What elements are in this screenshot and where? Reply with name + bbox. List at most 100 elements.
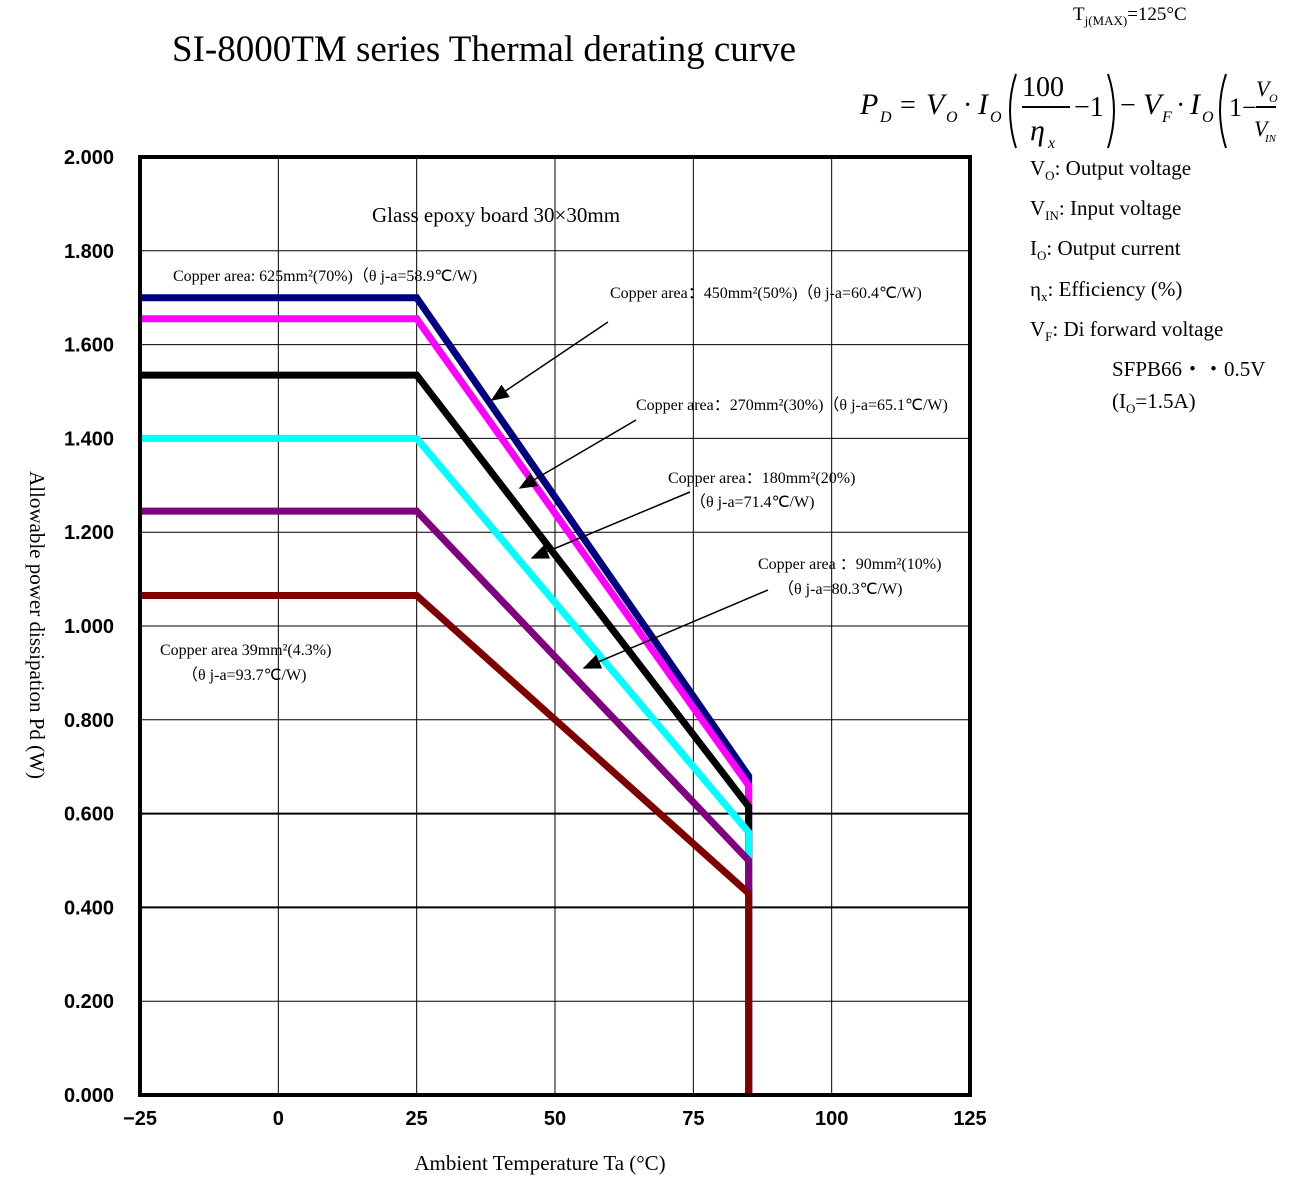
arrow-270 bbox=[518, 419, 637, 489]
legend-vo-symbol: V bbox=[1030, 156, 1046, 180]
formula-vin: V bbox=[1254, 116, 1270, 141]
formula-eta-sub: x bbox=[1047, 135, 1055, 152]
legend-sfpb: SFPB66・・0.5V bbox=[1112, 356, 1266, 381]
legend-eta-sub: x bbox=[1040, 288, 1048, 304]
tj-max-subscript: j(MAX) bbox=[1084, 12, 1128, 28]
annotation-39-line2: （θ j-a=93.7℃/W) bbox=[182, 666, 306, 684]
legend-eta: ηx: Efficiency (%) bbox=[1030, 273, 1265, 313]
legend-vin-sub: IN bbox=[1045, 208, 1059, 224]
y-tick-label: 0.600 bbox=[64, 804, 114, 826]
x-tick-label: 75 bbox=[682, 1108, 704, 1130]
annotation-39-line1: Copper area 39mm²(4.3%) bbox=[160, 642, 331, 659]
legend-io-cond-close: =1.5A) bbox=[1135, 388, 1196, 413]
annotation-90-line1: Copper area ：90mm²(10%) bbox=[758, 556, 941, 573]
annotation-450: Copper area：450mm²(50%)（θ j-a=60.4℃/W) bbox=[610, 284, 922, 302]
y-tick-label: 1.400 bbox=[64, 428, 114, 450]
legend-io: IO: Output current bbox=[1030, 232, 1265, 272]
series-lines bbox=[140, 294, 753, 1095]
power-dissipation-formula: P D = V O · I O 100 η x −1 − V F · I O 1… bbox=[859, 72, 1278, 152]
tick-labels: −25 0 25 50 75 100 125 0.000 0.200 0.400 0.600 0.80… bbox=[64, 147, 987, 1130]
y-tick-label: 1.600 bbox=[64, 335, 114, 357]
legend-vin: VIN: Input voltage bbox=[1030, 192, 1265, 232]
tj-max-label: Tj(MAX)=125°C bbox=[1073, 4, 1187, 29]
y-tick-label: 2.000 bbox=[64, 147, 114, 169]
legend-eta-text: : Efficiency (%) bbox=[1047, 276, 1183, 301]
formula-vo-sub: O bbox=[946, 109, 958, 126]
legend-io-text: : Output current bbox=[1046, 236, 1181, 261]
formula-vf: V bbox=[1143, 88, 1165, 121]
legend-io-cond-sub: O bbox=[1126, 401, 1136, 417]
formula-paren-open-1 bbox=[1009, 73, 1017, 149]
legend-io-symbol: I bbox=[1030, 236, 1037, 261]
formula-vo2: V bbox=[1256, 76, 1272, 101]
y-tick-label: 0.800 bbox=[64, 710, 114, 732]
y-tick-label: 1.800 bbox=[64, 241, 114, 263]
formula-vf-sub: F bbox=[1161, 109, 1172, 126]
legend-vo-text: : Output voltage bbox=[1054, 156, 1192, 180]
annotation-180-line1: Copper area：180mm²(20%) bbox=[668, 470, 855, 487]
legend-vf-text: : Di forward voltage bbox=[1052, 316, 1224, 341]
formula-dot1: · bbox=[963, 90, 972, 121]
derating-series-line bbox=[140, 592, 753, 1095]
x-tick-label: 0 bbox=[273, 1108, 284, 1130]
grid bbox=[139, 156, 971, 1096]
formula-eta: η bbox=[1030, 114, 1045, 147]
legend-io-cond-open: (I bbox=[1112, 388, 1126, 413]
formula-one-minus: 1− bbox=[1229, 93, 1257, 122]
legend-vin-text: : Input voltage bbox=[1058, 196, 1182, 221]
annotation-625: Copper area: 625mm²(70%)（θ j-a=58.9℃/W) bbox=[173, 267, 477, 285]
annotation-90-line2: （θ j-a=80.3℃/W) bbox=[778, 580, 902, 598]
formula-minus: − bbox=[1120, 90, 1136, 121]
formula-hundred: 100 bbox=[1022, 72, 1064, 103]
formula-vo2-sub: O bbox=[1269, 91, 1278, 105]
x-axis-label: Ambient Temperature Ta (°C) bbox=[414, 1151, 665, 1175]
y-tick-label: 0.400 bbox=[64, 897, 114, 919]
y-tick-label: 1.000 bbox=[64, 616, 114, 638]
formula-equals: = bbox=[900, 90, 916, 121]
arrow-180 bbox=[530, 491, 691, 559]
y-tick-label: 0.200 bbox=[64, 991, 114, 1013]
legend-io-sub: O bbox=[1037, 248, 1047, 264]
formula-io: I bbox=[977, 88, 990, 121]
formula-pd-sub: D bbox=[879, 109, 892, 126]
x-tick-label: 25 bbox=[406, 1108, 428, 1130]
formula-io-sub: O bbox=[990, 109, 1002, 126]
formula-minus-one: −1 bbox=[1074, 92, 1104, 123]
legend-vo: VO: Output voltage bbox=[1030, 152, 1265, 192]
formula-dot2: · bbox=[1176, 90, 1185, 121]
legend-vf-symbol: V bbox=[1030, 316, 1046, 341]
formula-vin-sub: IN bbox=[1264, 133, 1277, 145]
legend-io-condition: (IO=1.5A) bbox=[1030, 385, 1265, 425]
board-annotation: Glass epoxy board 30×30mm bbox=[372, 203, 620, 227]
y-tick-label: 0.000 bbox=[64, 1085, 114, 1107]
plot-frame bbox=[138, 155, 972, 1097]
y-axis-label: Allowable power dissipation Pd (W) bbox=[25, 471, 49, 779]
legend-vf: VF: Di forward voltage bbox=[1030, 313, 1265, 353]
formula-vo: V bbox=[926, 88, 948, 121]
formula-paren-close-1 bbox=[1107, 73, 1115, 149]
tj-max-symbol: T bbox=[1073, 4, 1085, 25]
tj-max-value: =125°C bbox=[1127, 4, 1187, 25]
legend-vin-symbol: V bbox=[1030, 196, 1046, 221]
annotation-180-line2: （θ j-a=71.4℃/W) bbox=[690, 493, 814, 511]
x-tick-label: 125 bbox=[953, 1108, 986, 1130]
formula-io2-sub: O bbox=[1202, 109, 1214, 126]
legend-vf-sub: F bbox=[1045, 328, 1053, 344]
legend-eta-symbol: η bbox=[1030, 276, 1041, 301]
legend-vo-sub: O bbox=[1045, 168, 1055, 184]
arrow-90 bbox=[582, 589, 769, 669]
x-tick-label: −25 bbox=[123, 1108, 157, 1130]
variable-legend: VO: Output voltage VIN: Input voltage IO… bbox=[1030, 152, 1265, 425]
annotation-270: Copper area：270mm²(30%)（θ j-a=65.1℃/W) bbox=[636, 396, 948, 414]
x-tick-label: 100 bbox=[815, 1108, 848, 1130]
y-tick-label: 1.200 bbox=[64, 522, 114, 544]
derating-series-line bbox=[140, 294, 753, 1095]
x-tick-label: 50 bbox=[544, 1108, 566, 1130]
formula-io2: I bbox=[1189, 88, 1202, 121]
formula-paren-open-2 bbox=[1219, 73, 1227, 149]
derating-series-line bbox=[140, 371, 753, 1095]
arrow-450 bbox=[490, 321, 609, 401]
formula-pd: P bbox=[859, 88, 878, 121]
chart-title: SI-8000TM series Thermal derating curve bbox=[172, 29, 797, 70]
